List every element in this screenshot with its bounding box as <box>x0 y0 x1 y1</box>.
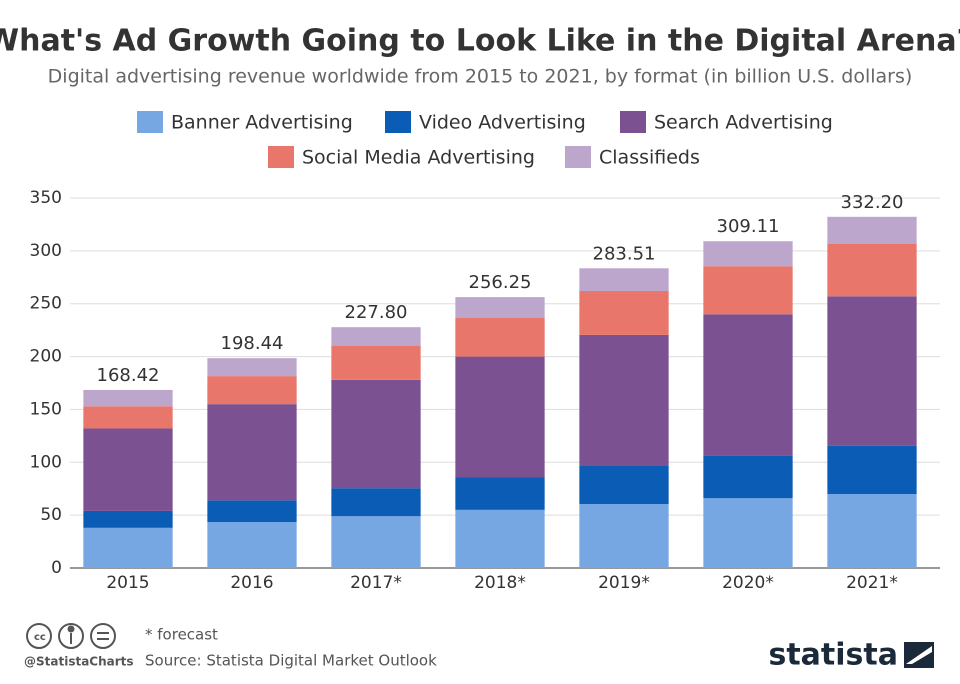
bar-segment <box>455 317 545 357</box>
bar-segment <box>827 216 917 244</box>
total-label: 168.42 <box>97 365 160 386</box>
bar-segment <box>207 500 297 523</box>
x-tick-label: 2020* <box>722 573 774 593</box>
bar-segment <box>83 389 173 407</box>
y-tick-label: 50 <box>40 505 62 525</box>
legend-label: Social Media Advertising <box>302 147 535 169</box>
y-tick-label: 350 <box>30 188 62 208</box>
bar-segment <box>207 522 297 568</box>
total-label: 256.25 <box>469 272 532 293</box>
cc-icons <box>26 623 116 649</box>
x-tick-label: 2017* <box>350 573 402 593</box>
bar-segment <box>207 376 297 405</box>
y-tick-label: 250 <box>30 294 62 314</box>
bar-segment <box>455 477 545 510</box>
bar-segment <box>579 268 669 292</box>
brand: statista <box>768 638 898 673</box>
cc-mark: cc <box>34 632 46 643</box>
bar-segment <box>703 266 793 315</box>
legend-swatch <box>268 146 294 168</box>
bar-segment <box>83 406 173 429</box>
legend-label: Video Advertising <box>419 112 586 134</box>
y-tick-label: 300 <box>30 241 62 261</box>
bar-segment <box>83 428 173 511</box>
x-tick-label: 2019* <box>598 573 650 593</box>
bar-segment <box>207 404 297 501</box>
source: Source: Statista Digital Market Outlook <box>145 652 437 670</box>
y-tick-label: 150 <box>30 399 62 419</box>
bar-segment <box>331 379 421 489</box>
y-tick-label: 0 <box>51 558 62 578</box>
x-tick-label: 2015 <box>106 573 149 593</box>
bar-segment <box>579 465 669 505</box>
bar-segment <box>827 494 917 568</box>
total-label: 332.20 <box>841 192 904 213</box>
legend-swatch <box>137 111 163 133</box>
bar-segment <box>827 243 917 297</box>
brand-icon <box>904 642 934 668</box>
bar-segment <box>703 455 793 499</box>
bar-segment <box>331 488 421 517</box>
bar-segment <box>331 516 421 568</box>
x-tick-label: 2016 <box>230 573 273 593</box>
y-tick-label: 100 <box>30 452 62 472</box>
legend-swatch <box>620 111 646 133</box>
legend-label: Classifieds <box>599 147 700 169</box>
total-label: 198.44 <box>221 333 284 354</box>
chart-title: What's Ad Growth Going to Look Like in t… <box>0 24 960 59</box>
bar-segment <box>455 509 545 568</box>
y-tick-label: 200 <box>30 347 62 367</box>
bar-segment <box>703 314 793 456</box>
legend-label: Banner Advertising <box>171 112 353 134</box>
bar-segment <box>827 296 917 446</box>
legend-label: Search Advertising <box>654 112 833 134</box>
bar-segment <box>331 346 421 380</box>
bar-segment <box>827 445 917 494</box>
bar-segment <box>331 327 421 346</box>
total-label: 283.51 <box>593 243 656 264</box>
legend-swatch <box>385 111 411 133</box>
bar-segment <box>207 358 297 377</box>
bar-segment <box>83 510 173 528</box>
chart-subtitle: Digital advertising revenue worldwide fr… <box>48 66 913 88</box>
total-label: 309.11 <box>717 216 780 237</box>
total-label: 227.80 <box>345 302 408 323</box>
footnote: * forecast <box>145 626 218 644</box>
handle: @StatistaCharts <box>24 655 134 669</box>
bar-segment <box>579 291 669 335</box>
bar-segment <box>579 504 669 568</box>
x-tick-label: 2021* <box>846 573 898 593</box>
bar-segment <box>703 241 793 267</box>
bar-segment <box>83 527 173 568</box>
x-tick-label: 2018* <box>474 573 526 593</box>
bar-segment <box>579 334 669 466</box>
bar-segment <box>703 498 793 568</box>
bar-segment <box>455 297 545 318</box>
bar-segment <box>455 356 545 478</box>
legend-swatch <box>565 146 591 168</box>
